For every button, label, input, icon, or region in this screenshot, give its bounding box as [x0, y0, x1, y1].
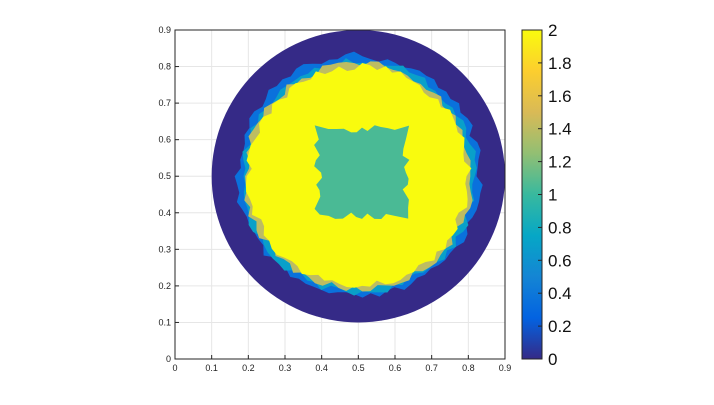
x-tick-label: 0.6	[389, 363, 402, 373]
y-tick-label: 0.4	[158, 208, 171, 218]
colorbar-tick-label: 0.4	[548, 284, 572, 303]
colorbar-tick-label: 0	[548, 350, 557, 369]
colorbar-tick-label: 0.2	[548, 317, 572, 336]
y-tick-label: 0.5	[158, 171, 171, 181]
x-tick-label: 0.9	[499, 363, 512, 373]
x-tick-label: 0.3	[279, 363, 292, 373]
x-tick-label: 0.4	[315, 363, 328, 373]
axes-frame	[174, 29, 506, 360]
x-tick-label: 0	[172, 363, 177, 373]
colorbar-tick-label: 0.6	[548, 251, 572, 270]
colorbar-tick-label: 1	[548, 186, 557, 205]
x-tick-label: 0.8	[462, 363, 475, 373]
y-tick-label: 0.7	[158, 98, 171, 108]
y-tick-label: 0.8	[158, 62, 171, 72]
y-axis: 0 0.1 0.2 0.3 0.4 0.5 0.6 0.7 0.8 0.9	[158, 25, 179, 364]
colorbar-tick-label: 1.4	[548, 120, 572, 139]
y-tick-label: 0.2	[158, 281, 171, 291]
y-tick-label: 0	[166, 354, 171, 364]
y-tick-label: 0.3	[158, 244, 171, 254]
x-tick-label: 0.2	[242, 363, 255, 373]
y-tick-label: 0.9	[158, 25, 171, 35]
y-tick-label: 0.1	[158, 317, 171, 327]
colorbar-tick-label: 1.2	[548, 153, 572, 172]
x-tick-label: 0.7	[425, 363, 438, 373]
colorbar-tick-label: 1.6	[548, 87, 572, 106]
colorbar-tick-label: 0.8	[548, 218, 572, 237]
x-tick-label: 0.5	[352, 363, 365, 373]
heatmap-surface	[211, 30, 505, 323]
colorbar-tick-label: 2	[548, 21, 557, 40]
x-axis: 0 0.1 0.2 0.3 0.4 0.5 0.6 0.7 0.8 0.9	[172, 355, 511, 373]
colorbar: 0 0.2 0.4 0.6 0.8 1 1.2 1.4 1.6 1.8 2	[521, 21, 572, 369]
y-tick-label: 0.6	[158, 135, 171, 145]
x-tick-label: 0.1	[205, 363, 218, 373]
colorbar-tick-label: 1.8	[548, 54, 572, 73]
region-inner-core	[314, 125, 410, 219]
